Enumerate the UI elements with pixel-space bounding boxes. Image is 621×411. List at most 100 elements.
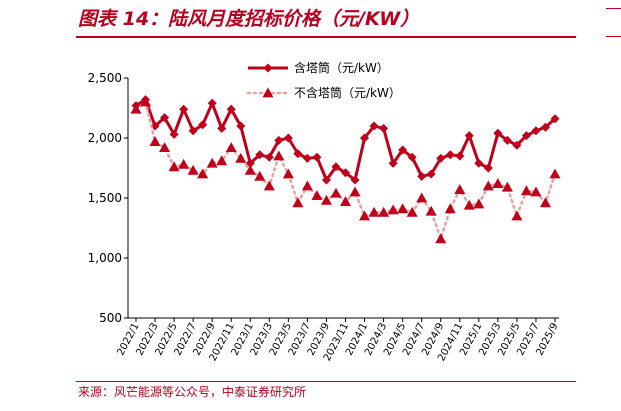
series-without-tower-point: [301, 180, 313, 191]
source-note: 来源：风芒能源等公众号，中泰证券研究所: [78, 385, 307, 399]
series-without-tower-point: [435, 233, 447, 244]
series-with-tower-point: [217, 123, 227, 133]
series-without-tower-point: [320, 194, 332, 205]
series-without-tower-point: [539, 197, 551, 208]
series-with-tower-point: [360, 133, 370, 143]
legend-with-tower-label: 含塔筒（元/kW）: [294, 60, 389, 75]
series-with-tower-point: [502, 135, 512, 145]
series-with-tower-point: [302, 153, 312, 163]
series-with-tower-point: [245, 158, 255, 168]
series-with-tower-point: [207, 98, 217, 108]
series-with-tower-point: [426, 169, 436, 179]
series-with-tower-point: [474, 158, 484, 168]
series-without-tower-point: [206, 157, 218, 168]
series-without-tower-point: [454, 184, 466, 194]
series-with-tower-point: [455, 151, 465, 161]
y-tick-label: 500: [99, 311, 122, 325]
series-without-tower-point: [530, 186, 542, 197]
series-without-tower-point: [311, 190, 323, 200]
series-without-tower-point: [235, 152, 247, 163]
series-with-tower-point: [445, 150, 455, 160]
series-without-tower-point: [416, 192, 428, 203]
series-without-tower-point: [387, 204, 399, 215]
series-without-tower-point: [225, 142, 237, 152]
figure-title: 图表 14：陆风月度招标价格（元/KW）: [78, 8, 420, 30]
series-without-tower-point: [263, 180, 275, 191]
series-with-tower-point: [226, 104, 236, 114]
series-with-tower-point: [293, 149, 303, 159]
legend-without-tower-label: 不含塔筒（元/kW）: [294, 85, 401, 100]
series-with-tower-point: [493, 128, 503, 138]
series-without-tower-point: [330, 187, 342, 198]
series-without-tower-point: [520, 185, 532, 196]
series-with-tower-point: [540, 122, 550, 132]
series-without-tower-point: [473, 198, 485, 209]
series-with-tower-point: [341, 168, 350, 178]
y-tick-label: 1,500: [88, 191, 122, 205]
series-with-tower-point: [150, 121, 160, 131]
series-without-tower-point: [273, 150, 285, 161]
y-tick-label: 2,000: [88, 131, 122, 145]
series-with-tower-point: [369, 121, 379, 131]
series-with-tower-point: [312, 152, 322, 162]
series-without-tower-point: [197, 168, 209, 179]
series-with-tower-point: [264, 152, 274, 162]
series-with-tower-point: [236, 121, 246, 131]
series-with-tower-point: [350, 175, 360, 185]
series-with-tower-point: [198, 120, 208, 130]
series-without-tower-point: [159, 142, 171, 152]
series-without-tower-point: [349, 186, 361, 197]
series-without-tower-point: [368, 206, 380, 217]
y-tick-label: 1,000: [88, 251, 122, 265]
y-tick-label: 2,500: [88, 71, 122, 85]
series-without-tower-point: [444, 203, 456, 214]
series-with-tower-point: [379, 123, 389, 133]
series-with-tower-point: [407, 152, 417, 162]
price-line-chart: 5001,0001,5002,0002,5002022/12022/32022/…: [88, 60, 561, 363]
source-divider: [76, 381, 576, 382]
series-with-tower-point: [483, 163, 493, 173]
series-without-tower-point: [406, 206, 418, 217]
series-without-tower-point: [216, 155, 228, 166]
series-with-tower-point: [388, 158, 398, 168]
series-with-tower-point: [331, 162, 341, 172]
series-without-tower-point: [340, 196, 351, 206]
series-without-tower-point: [244, 164, 256, 175]
series-without-tower-point: [378, 206, 390, 217]
series-with-tower-point: [274, 135, 284, 145]
series-without-tower-point: [359, 210, 371, 221]
series-with-tower-point: [188, 126, 198, 136]
legend-without-tower-swatch-marker: [262, 87, 274, 98]
series-with-tower-point: [531, 126, 541, 136]
series-without-tower-point: [397, 203, 409, 214]
series-without-tower-point: [149, 136, 161, 146]
series-with-tower-point: [321, 175, 331, 185]
series-with-tower-point: [436, 153, 446, 163]
series-without-tower-point: [492, 178, 504, 188]
series-without-tower-point: [168, 161, 180, 172]
series-without-tower-point: [501, 181, 513, 192]
series-without-tower-point: [130, 103, 142, 114]
series-with-tower-point: [512, 140, 522, 150]
series-without-tower-point: [187, 164, 199, 175]
margin-rule-top: [606, 8, 621, 9]
series-without-tower-point: [282, 168, 294, 179]
series-with-tower-point: [179, 104, 189, 114]
series-without-tower-point: [482, 180, 494, 191]
series-with-tower-point: [169, 129, 179, 139]
series-without-tower-point: [463, 199, 475, 210]
series-without-tower-point: [549, 168, 561, 179]
series-without-tower-point: [292, 197, 304, 208]
title-underline: [76, 36, 576, 38]
series-without-tower-point: [425, 205, 437, 216]
series-without-tower-point: [254, 170, 266, 181]
series-with-tower-point: [398, 145, 408, 155]
series-with-tower-point: [160, 113, 170, 123]
series-without-tower-point: [140, 96, 152, 107]
series-with-tower-point: [521, 131, 531, 141]
legend-with-tower-swatch-marker: [263, 63, 273, 73]
series-with-tower-point: [417, 171, 427, 181]
series-with-tower-point: [464, 131, 474, 141]
series-without-tower-point: [178, 158, 190, 169]
series-with-tower-point: [255, 150, 265, 160]
